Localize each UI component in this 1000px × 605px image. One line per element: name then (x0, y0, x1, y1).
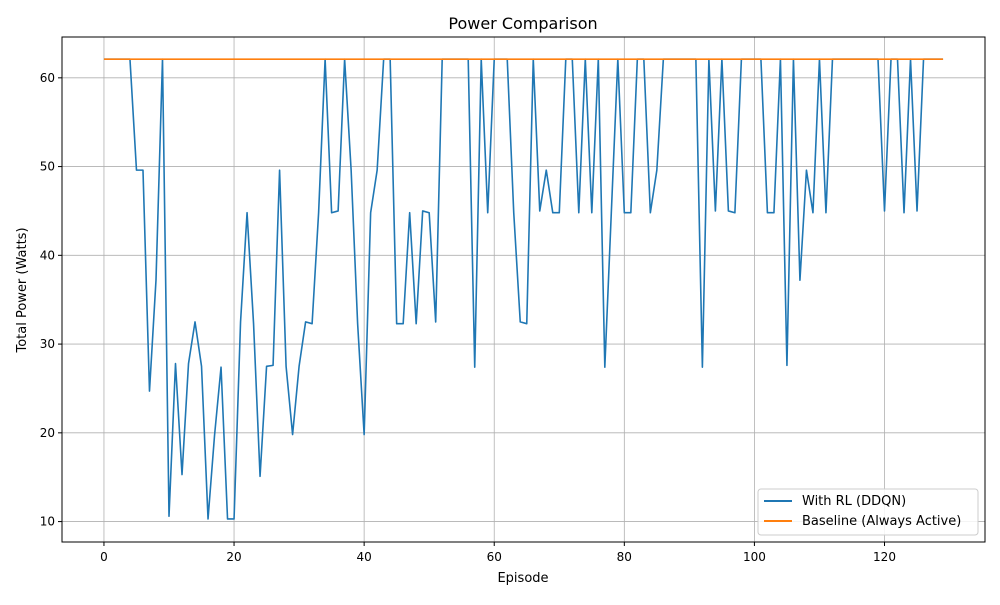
x-tick-label: 40 (356, 550, 371, 564)
legend-label-rl: With RL (DDQN) (802, 494, 906, 509)
chart-title: Power Comparison (448, 14, 597, 33)
y-tick-label: 40 (40, 248, 55, 262)
series-line-rl (103, 58, 944, 520)
legend-label-baseline: Baseline (Always Active) (802, 514, 961, 529)
x-tick-label: 0 (100, 550, 108, 564)
x-tick-label: 20 (226, 550, 241, 564)
y-tick-label: 10 (40, 515, 55, 529)
plot-frame (61, 36, 986, 543)
grid-layer (62, 37, 985, 542)
series-layer (103, 58, 944, 520)
legend-box (757, 488, 979, 536)
y-tick-label: 60 (40, 71, 55, 85)
x-tick-label: 80 (617, 550, 632, 564)
y-axis-label: Total Power (Watts) (15, 227, 30, 353)
y-tick-label: 30 (40, 337, 55, 351)
x-axis-label: Episode (497, 571, 548, 586)
y-tick-label: 20 (40, 426, 55, 440)
x-tick-label: 120 (873, 550, 896, 564)
legend: With RL (DDQN) Baseline (Always Active) (757, 488, 979, 536)
x-tick-label: 60 (487, 550, 502, 564)
tick-layer: 0 20 40 60 80 100 120 10 20 30 40 50 60 (40, 71, 896, 564)
x-tick-label: 100 (743, 550, 766, 564)
y-tick-label: 50 (40, 160, 55, 174)
